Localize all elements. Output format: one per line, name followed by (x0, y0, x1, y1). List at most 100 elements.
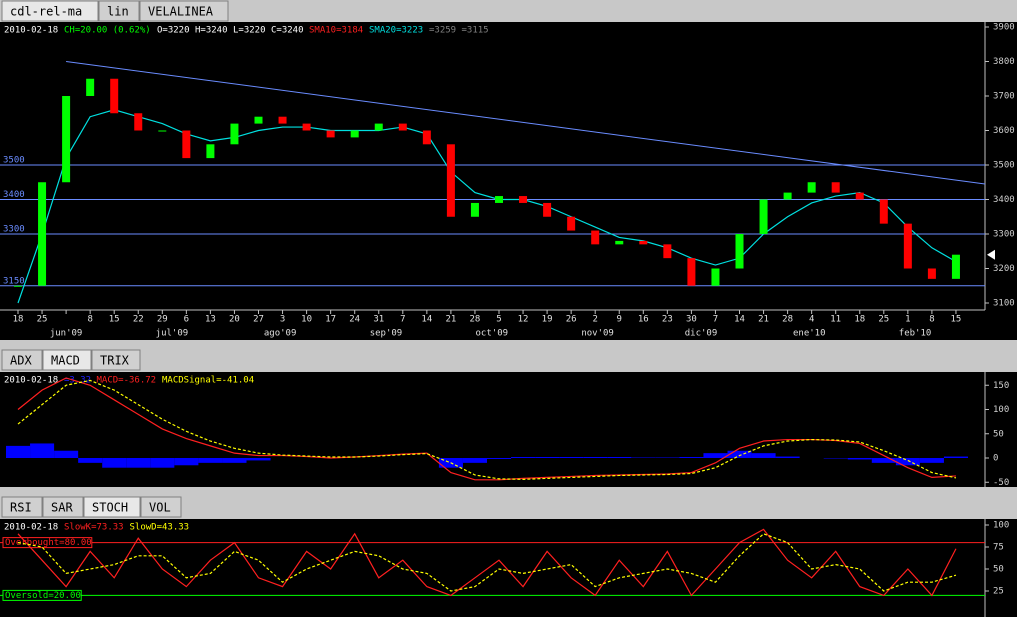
tab-label[interactable]: TRIX (100, 354, 130, 368)
x-tick-label: 29 (157, 315, 168, 325)
hist-bar (703, 453, 728, 458)
candle (422, 130, 431, 145)
candle (398, 123, 407, 131)
header-text: 2010-02-18 (4, 26, 58, 36)
tab[interactable] (98, 0, 140, 22)
hist-bar (150, 458, 175, 468)
sma20-line (17, 109, 957, 304)
candle (879, 199, 888, 224)
tab[interactable] (91, 349, 141, 371)
y-tick-label: 50 (993, 429, 1004, 439)
header-text: MACD=-36.72 (97, 376, 157, 386)
slowd-line (17, 533, 957, 592)
hist-bar (847, 458, 872, 460)
candle (374, 123, 383, 131)
candle (855, 192, 864, 200)
x-tick-label: 14 (734, 315, 745, 325)
candle (350, 130, 359, 138)
y-tick-label: 3500 (993, 161, 1015, 171)
header-text: 2010-02-18 (4, 523, 58, 533)
candle (230, 123, 239, 145)
y-tick-label: 3400 (993, 195, 1015, 205)
x-tick-label: 5 (496, 315, 501, 325)
tab[interactable] (1, 0, 99, 22)
tab-label[interactable]: MACD (51, 354, 80, 368)
tab-label[interactable]: lin (107, 5, 129, 19)
tab-label[interactable]: VELALINEA (148, 5, 214, 19)
candle (615, 240, 624, 245)
month-label: sep'09 (370, 329, 403, 339)
y-tick-label: 3600 (993, 126, 1015, 136)
tab[interactable] (42, 349, 92, 371)
tab[interactable] (42, 496, 84, 518)
tab-label[interactable]: ADX (10, 354, 32, 368)
candle (711, 268, 720, 286)
hist-bar (487, 458, 512, 459)
month-label: jun'09 (50, 329, 83, 339)
x-tick-label: 22 (133, 315, 144, 325)
x-tick-label: 9 (617, 315, 622, 325)
hist-bar (126, 458, 151, 468)
x-tick-label: 8 (87, 315, 92, 325)
candle (543, 202, 552, 217)
hist-bar (559, 457, 584, 458)
candle (446, 144, 455, 217)
tab-label[interactable]: RSI (10, 501, 32, 515)
hist-bar (679, 457, 704, 458)
y-tick-label: 75 (993, 543, 1004, 553)
x-tick-label: 26 (566, 315, 577, 325)
y-tick-label: 3300 (993, 230, 1015, 240)
candle (182, 130, 191, 159)
panel-bg (0, 22, 1017, 310)
month-label: dic'09 (685, 329, 718, 339)
x-tick-label: 3 (280, 315, 285, 325)
panel-bg (0, 519, 1017, 617)
x-tick-label: 12 (518, 315, 529, 325)
tab-label[interactable]: STOCH (92, 501, 128, 515)
tab-label[interactable]: cdl-rel-ma (10, 5, 82, 19)
x-tick-label: 11 (830, 315, 841, 325)
tab[interactable] (1, 349, 43, 371)
x-tick-label: 30 (686, 315, 697, 325)
x-tick-label: 8 (929, 315, 934, 325)
candle (158, 130, 167, 132)
x-tick-label: 7 (400, 315, 405, 325)
hist-bar (535, 457, 560, 458)
hist-bar (727, 450, 752, 458)
tab[interactable] (1, 496, 43, 518)
tab[interactable] (139, 0, 229, 22)
last-price-arrow (987, 249, 995, 260)
header-text: MACDSignal=-41.04 (162, 376, 254, 386)
tab-label[interactable]: SAR (51, 501, 73, 515)
hist-bar (30, 443, 55, 458)
y-tick-label: 3900 (993, 23, 1015, 33)
candle (951, 254, 960, 279)
hist-bar (54, 450, 79, 458)
candle (302, 123, 311, 131)
y-tick-label: 0 (993, 454, 998, 464)
candle (254, 116, 263, 124)
hist-bar (919, 458, 944, 463)
overbought-label: Overbought=80.00 (5, 538, 92, 548)
hist-bar (583, 457, 608, 458)
candle (687, 258, 696, 286)
header-text: C=3240 (271, 26, 304, 36)
level-label: 3300 (3, 225, 25, 235)
header-text: O=3220 (157, 26, 190, 36)
signal-line (17, 379, 957, 480)
x-tick-label: 18 (854, 315, 865, 325)
x-tick-label: 13 (205, 315, 216, 325)
month-label: ene'10 (793, 329, 826, 339)
tab[interactable] (83, 496, 141, 518)
y-tick-label: 25 (993, 587, 1004, 597)
tab[interactable] (140, 496, 182, 518)
level-label: 3500 (3, 156, 25, 166)
candle (927, 268, 936, 279)
panel-bg (0, 372, 1017, 487)
tab-label[interactable]: VOL (149, 501, 171, 515)
x-tick-label: 21 (758, 315, 769, 325)
header-text: =3259 (429, 26, 456, 36)
x-tick-label: 18 (13, 315, 24, 325)
month-label: oct'09 (476, 329, 509, 339)
